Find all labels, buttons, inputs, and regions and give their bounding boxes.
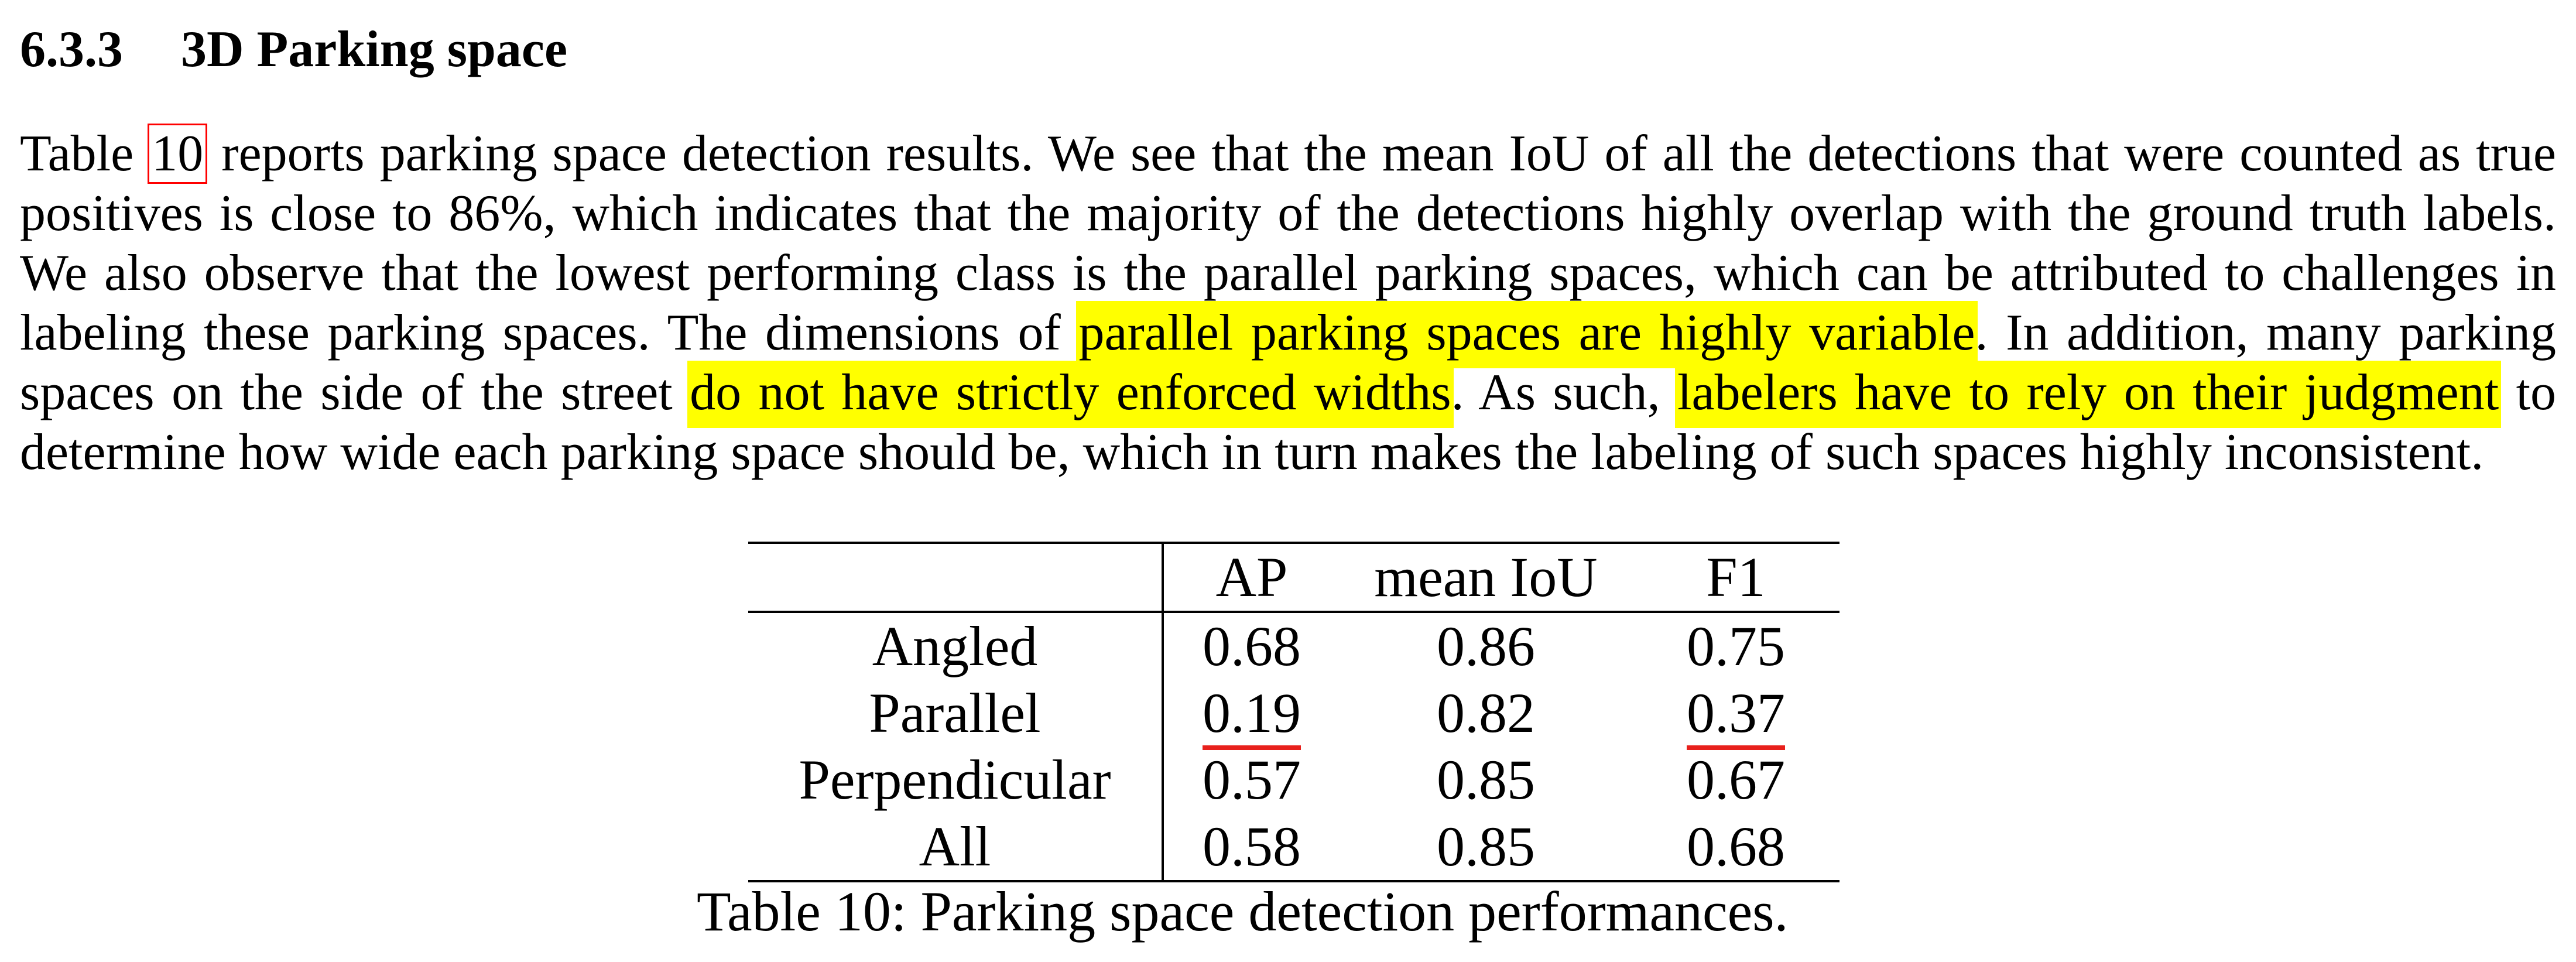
cell-ap: 0.19 — [1163, 680, 1340, 750]
cell-mean-iou: 0.85 — [1437, 748, 1535, 811]
text-run: Table — [20, 125, 149, 182]
cell-ap: 0.68 — [1203, 615, 1301, 677]
paragraph-line-2: positives is close to 86%, which indicat… — [20, 185, 2556, 242]
header-cell-empty — [748, 543, 1164, 612]
underline-annotation: 0.37 — [1687, 682, 1785, 750]
table-row: All 0.58 0.85 0.68 — [748, 813, 1839, 881]
text-run: spaces on the side of the street — [20, 364, 690, 421]
table-row: Angled 0.68 0.86 0.75 — [748, 612, 1839, 680]
results-table-container: AP mean IoU F1 Angled 0.68 0.86 0.75 Par… — [748, 542, 1839, 882]
highlight-annotation: parallel parking spaces are highly varia… — [1076, 301, 1978, 368]
underline-annotation: 0.19 — [1203, 682, 1301, 750]
text-run: . As such, — [1451, 364, 1678, 421]
cell-mean-iou: 0.86 — [1437, 615, 1535, 677]
cell-f1: 0.37 — [1632, 680, 1839, 750]
text-run: reports parking space detection results.… — [206, 125, 2556, 182]
section-number: 6.3.3 — [20, 21, 123, 78]
cell-f1: 0.75 — [1687, 615, 1785, 677]
header-cell-mean-iou: mean IoU — [1374, 546, 1598, 608]
table-caption: Table 10: Parking space detection perfor… — [697, 880, 1789, 943]
text-run: . In addition, many parking — [1975, 304, 2557, 361]
paragraph-line-4: labeling these parking spaces. The dimen… — [20, 301, 2557, 368]
highlight-annotation: labelers have to rely on their judgment — [1675, 361, 2502, 428]
table-row: Perpendicular 0.57 0.85 0.67 — [748, 747, 1839, 813]
header-cell-f1: F1 — [1706, 546, 1766, 608]
table-row: Parallel 0.19 0.82 0.37 — [748, 680, 1839, 750]
paragraph-line-1: Table 10 reports parking space detection… — [20, 124, 2556, 184]
text-run: to — [2499, 364, 2557, 421]
text-run: labeling these parking spaces. The dimen… — [20, 304, 1079, 361]
cell-f1: 0.67 — [1687, 748, 1785, 811]
table-reference-link[interactable]: 10 — [148, 124, 208, 184]
cell-ap: 0.57 — [1203, 748, 1301, 811]
section-title: 3D Parking space — [181, 21, 567, 78]
cell-ap: 0.58 — [1203, 815, 1301, 878]
paragraph-line-6: determine how wide each parking space sh… — [20, 424, 2484, 481]
paragraph-line-5: spaces on the side of the street do not … — [20, 361, 2557, 428]
cell-f1: 0.68 — [1687, 815, 1785, 878]
cell-mean-iou: 0.85 — [1437, 815, 1535, 878]
results-table: AP mean IoU F1 Angled 0.68 0.86 0.75 Par… — [748, 542, 1839, 882]
cell-mean-iou: 0.82 — [1437, 682, 1535, 744]
table-header-row: AP mean IoU F1 — [748, 543, 1839, 612]
header-cell-ap: AP — [1215, 546, 1288, 608]
paragraph-line-3: We also observe that the lowest performi… — [20, 245, 2556, 302]
highlight-annotation: do not have strictly enforced widths — [687, 361, 1454, 428]
body-paragraph: Table 10 reports parking space detection… — [20, 124, 2556, 482]
row-label: Perpendicular — [748, 747, 1164, 813]
section-heading: 6.3.3 3D Parking space — [20, 18, 567, 82]
row-label: Angled — [748, 612, 1164, 680]
row-label: All — [748, 813, 1164, 881]
row-label: Parallel — [748, 680, 1164, 747]
